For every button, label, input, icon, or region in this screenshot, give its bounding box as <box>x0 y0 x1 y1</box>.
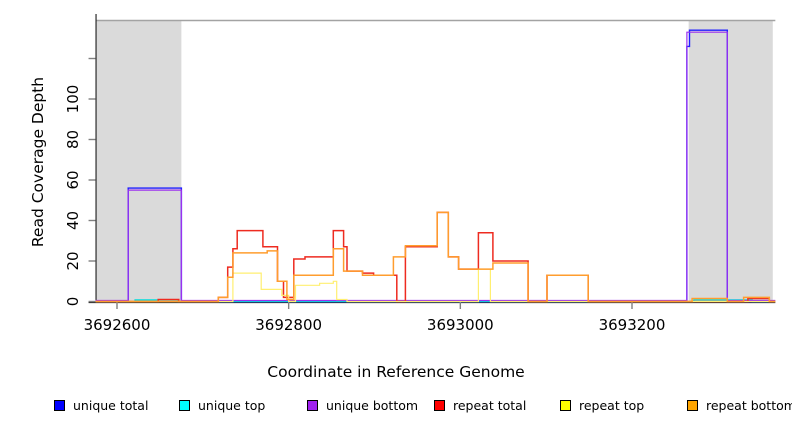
legend-swatch-repeat-bottom <box>687 400 698 411</box>
legend-item-unique-top: unique top <box>179 398 265 413</box>
x-tick-label: 3692600 <box>84 316 151 334</box>
legend-item-repeat-total: repeat total <box>434 398 526 413</box>
legend-label: unique top <box>198 398 266 413</box>
x-tick-label: 3693200 <box>599 316 666 334</box>
legend-label: unique total <box>73 398 149 413</box>
masked-region-left <box>95 20 182 302</box>
legend-item-repeat-top: repeat top <box>560 398 644 413</box>
series-repeat-top-line <box>95 268 776 303</box>
series-repeat-bottom-line <box>95 211 776 303</box>
series-unique-bottom-line <box>95 31 776 302</box>
legend-swatch-unique-top <box>179 400 190 411</box>
legend-swatch-repeat-total <box>434 400 445 411</box>
legend-swatch-unique-total <box>54 400 65 411</box>
legend: unique total unique top unique bottom repea… <box>0 398 792 420</box>
series-repeat-total-line <box>95 211 776 303</box>
legend-label: repeat bottom <box>706 398 792 413</box>
legend-item-unique-bottom: unique bottom <box>307 398 418 413</box>
x-tick-label: 3693000 <box>427 316 494 334</box>
y-tick-label: 60 <box>64 170 82 189</box>
masked-region-right <box>688 20 773 302</box>
legend-label: repeat total <box>453 398 527 413</box>
y-tick-label: 0 <box>64 297 82 307</box>
y-tick-label: 100 <box>64 85 82 114</box>
y-tick-label: 40 <box>64 211 82 230</box>
series-unique-total-line <box>95 29 776 303</box>
x-axis-title: Coordinate in Reference Genome <box>267 363 525 381</box>
legend-swatch-repeat-top <box>560 400 571 411</box>
y-tick-label: 20 <box>64 251 82 270</box>
y-tick-label: 80 <box>64 130 82 149</box>
legend-swatch-unique-bottom <box>307 400 318 411</box>
legend-item-unique-total: unique total <box>54 398 148 413</box>
legend-item-repeat-bottom: repeat bottom <box>687 398 792 413</box>
x-tick-label: 3692800 <box>255 316 322 334</box>
y-axis-title: Read Coverage Depth <box>29 76 47 248</box>
legend-label: repeat top <box>579 398 645 413</box>
legend-label: unique bottom <box>326 398 419 413</box>
